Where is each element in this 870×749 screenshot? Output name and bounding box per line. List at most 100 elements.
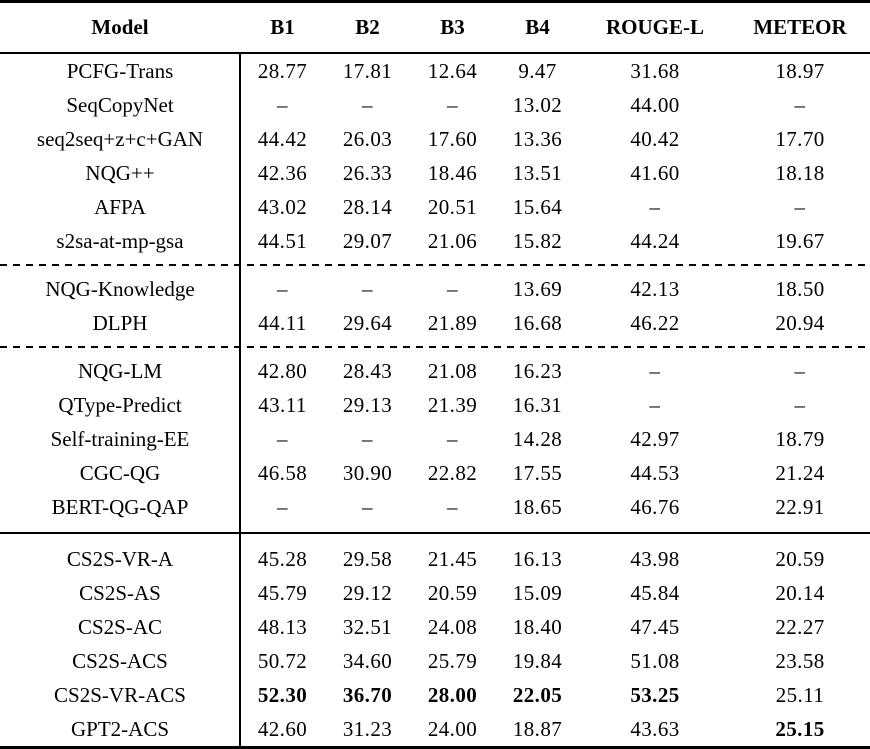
metric-value: 22.91	[775, 494, 825, 519]
metric-value: 9.47	[518, 58, 557, 83]
metric-value: –	[794, 358, 806, 383]
metric-value: 21.89	[427, 310, 478, 335]
model-name: AFPA	[94, 194, 146, 219]
table-row: SeqCopyNet – – – 13.02 44.00 –	[0, 88, 870, 122]
metric-value: 44.42	[257, 126, 308, 151]
metric-value: –	[794, 92, 806, 117]
metric-value: –	[277, 494, 288, 519]
table-row: CS2S-AS 45.79 29.12 20.59 15.09 45.84 20.14	[0, 576, 870, 610]
metric-value: 40.42	[630, 126, 680, 151]
metric-value: –	[447, 276, 458, 301]
metric-value: –	[794, 194, 806, 219]
metric-value: 21.45	[427, 546, 478, 571]
model-column-divider	[239, 54, 241, 746]
metric-value: 50.72	[257, 648, 308, 673]
table-row: DLPH 44.11 29.64 21.89 16.68 46.22 20.94	[0, 306, 870, 340]
metric-value: 24.08	[427, 614, 478, 639]
header-rule	[0, 52, 870, 54]
table-row: AFPA 43.02 28.14 20.51 15.64 – –	[0, 190, 870, 224]
metric-value: 18.18	[775, 160, 825, 185]
column-header-b2: B2	[355, 15, 380, 39]
model-name: PCFG-Trans	[66, 58, 174, 83]
metric-value: 44.11	[258, 310, 307, 335]
model-name: GPT2-ACS	[70, 716, 170, 741]
metric-value: 42.97	[630, 426, 680, 451]
model-name: Self-training-EE	[50, 426, 190, 451]
metric-value: 21.08	[427, 358, 478, 383]
model-name: CS2S-ACS	[72, 648, 168, 673]
metric-value: 42.36	[257, 160, 308, 185]
metric-value: 45.79	[257, 580, 308, 605]
metric-value: 15.64	[512, 194, 563, 219]
metric-value: 43.98	[630, 546, 680, 571]
metric-value: 42.80	[257, 358, 308, 383]
table-row: CS2S-VR-A 45.28 29.58 21.45 16.13 43.98 20.59	[0, 542, 870, 576]
metric-value: 20.59	[427, 580, 478, 605]
metric-value: 46.22	[630, 310, 680, 335]
model-name: seq2seq+z+c+GAN	[36, 126, 204, 151]
metric-value: 47.45	[630, 614, 680, 639]
metric-value: 16.13	[512, 546, 563, 571]
metric-value: 22.27	[775, 614, 825, 639]
metric-value: 24.00	[427, 716, 478, 741]
table-row: PCFG-Trans 28.77 17.81 12.64 9.47 31.68 18.97	[0, 54, 870, 88]
metric-value: –	[362, 276, 373, 301]
metric-value: 25.79	[427, 648, 478, 673]
metric-value: –	[447, 92, 458, 117]
metric-value: 43.02	[257, 194, 308, 219]
metric-value: –	[649, 194, 661, 219]
column-header-b3: B3	[440, 15, 465, 39]
metric-value: 17.70	[775, 126, 825, 151]
table-row: CS2S-VR-ACS 52.30 36.70 28.00 22.05 53.25 25.1…	[0, 678, 870, 712]
metric-value: –	[649, 392, 661, 417]
metric-value: –	[447, 494, 458, 519]
metric-value: 20.51	[427, 194, 478, 219]
metric-value: 25.11	[775, 682, 825, 707]
model-name: CS2S-VR-A	[66, 546, 174, 571]
model-name: BERT-QG-QAP	[51, 494, 189, 519]
section-separator-solid	[0, 524, 870, 542]
table-row: seq2seq+z+c+GAN 44.42 26.03 17.60 13.36 40.42…	[0, 122, 870, 156]
metric-value: –	[447, 426, 458, 451]
table-row: QType-Predict 43.11 29.13 21.39 16.31 – –	[0, 388, 870, 422]
metric-value: 17.81	[342, 58, 393, 83]
metric-value: 18.46	[427, 160, 478, 185]
table-row: NQG-LM 42.80 28.43 21.08 16.23 – –	[0, 354, 870, 388]
metric-value: –	[649, 358, 661, 383]
metric-value: 13.51	[512, 160, 563, 185]
table-row: GPT2-ACS 42.60 31.23 24.00 18.87 43.63 25.15	[0, 712, 870, 746]
metric-value: 29.64	[342, 310, 393, 335]
column-header-b1: B1	[270, 15, 295, 39]
metric-value: 21.24	[775, 460, 825, 485]
metric-value: 29.13	[342, 392, 393, 417]
table-row: CGC-QG 46.58 30.90 22.82 17.55 44.53 21.24	[0, 456, 870, 490]
metric-value: –	[277, 426, 288, 451]
metric-value: 21.06	[427, 228, 478, 253]
metric-value: 18.65	[512, 494, 563, 519]
metric-value: 20.94	[775, 310, 825, 335]
metric-value: 44.24	[630, 228, 680, 253]
model-name: QType-Predict	[58, 392, 182, 417]
metric-value: 28.00	[427, 682, 478, 707]
metric-value: 44.00	[630, 92, 680, 117]
metric-value: 32.51	[342, 614, 393, 639]
metric-value: –	[794, 392, 806, 417]
metric-value: 25.15	[775, 716, 825, 741]
metric-value: 44.51	[257, 228, 308, 253]
model-name: CS2S-VR-ACS	[54, 682, 186, 707]
metric-value: 34.60	[342, 648, 393, 673]
column-header-rouge-l: ROUGE-L	[605, 15, 704, 39]
metric-value: 20.59	[775, 546, 825, 571]
metric-value: 41.60	[630, 160, 680, 185]
model-name: CGC-QG	[79, 460, 161, 485]
table-row: BERT-QG-QAP – – – 18.65 46.76 22.91	[0, 490, 870, 524]
model-name: NQG++	[85, 160, 155, 185]
metric-value: 18.87	[512, 716, 563, 741]
metric-value: 29.58	[342, 546, 393, 571]
metric-value: 16.31	[512, 392, 563, 417]
table-row: Self-training-EE – – – 14.28 42.97 18.79	[0, 422, 870, 456]
metric-value: 22.82	[427, 460, 478, 485]
metric-value: 15.09	[512, 580, 563, 605]
metric-value: 18.97	[775, 58, 825, 83]
metric-value: 26.33	[342, 160, 393, 185]
